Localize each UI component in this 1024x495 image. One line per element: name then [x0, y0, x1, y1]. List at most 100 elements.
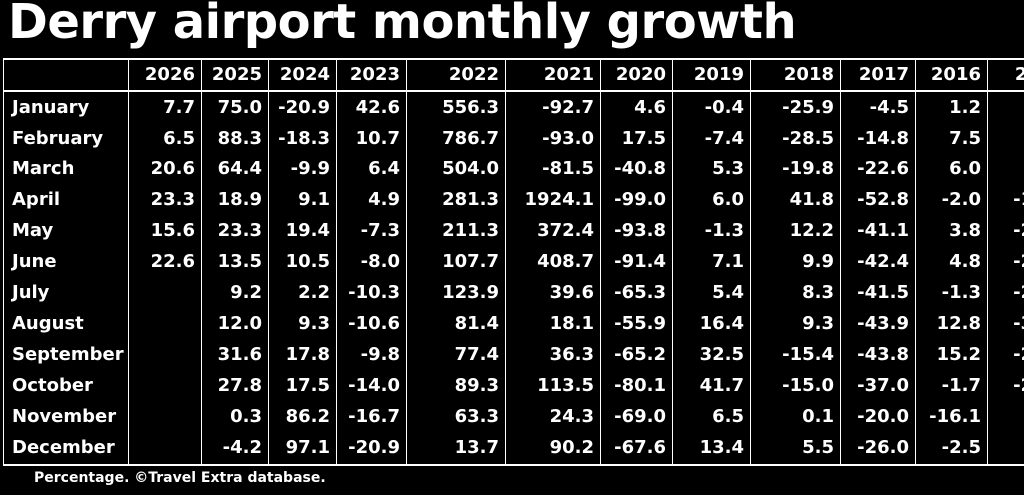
table-cell: 24.3: [505, 401, 601, 433]
table-cell: 8.3: [750, 277, 841, 309]
table-cell: 5.5: [750, 432, 841, 467]
table-row: January 7.7 75.0 -20.9 42.6 556.3 -92.7 4.6 -0.4…: [3, 91, 1024, 124]
table-cell: 9.9: [750, 246, 841, 278]
table-cell: 15.2: [915, 339, 988, 371]
table-cell: 408.7: [505, 246, 601, 278]
table-row: November 0.3 86.2 -16.7 63.3 24.3 -69.0 6.5 0.1-…: [3, 401, 1024, 433]
table-cell: 13.5: [201, 246, 269, 278]
month-label: January: [3, 91, 129, 124]
table-cell: 372.4: [505, 215, 601, 247]
table-cell: -14.0: [336, 370, 407, 402]
table-body: January 7.7 75.0 -20.9 42.6 556.3 -92.7 4.6 -0.4…: [3, 91, 1024, 467]
table-cell: 41.7: [672, 370, 751, 402]
table-cell: -25.9: [750, 91, 841, 124]
table-cell: 4.6: [600, 91, 673, 124]
table-cell: -35.1: [987, 308, 1024, 340]
table-cell: -18.3: [268, 123, 337, 154]
table-cell: 6.4: [336, 154, 407, 185]
table-cell: -37.0: [840, 370, 916, 402]
table-cell: -24.7: [987, 370, 1024, 402]
table-cell: 6.0: [672, 184, 751, 216]
table-cell: 281.3: [406, 184, 506, 216]
table-cell: -0.4: [672, 91, 751, 124]
table-cell: -80.1: [600, 370, 673, 402]
table-cell: -22.6: [840, 154, 916, 185]
table-cell: -65.3: [600, 277, 673, 309]
table-cell: [128, 339, 202, 371]
table-cell: 10.7: [336, 123, 407, 154]
table-cell: 5.4: [672, 277, 751, 309]
table-cell: -40.8: [600, 154, 673, 185]
table-cell: -55.9: [600, 308, 673, 340]
table-cell: -26.0: [840, 432, 916, 467]
month-label: August: [3, 308, 129, 340]
table-cell: 10.5: [268, 246, 337, 278]
table-cell: 22.6: [128, 246, 202, 278]
table-cell: 18.1: [505, 308, 601, 340]
table-cell: [128, 432, 202, 467]
table-row: March 20.6 64.4 -9.9 6.4 504.0 -81.5 -40.8 5.3 -1…: [3, 154, 1024, 185]
table-cell: 32.5: [672, 339, 751, 371]
table-cell: -10.3: [336, 277, 407, 309]
table-cell: 77.4: [406, 339, 506, 371]
table-cell: -9.8: [336, 339, 407, 371]
month-label: March: [3, 154, 129, 185]
table-cell: 113.5: [505, 370, 601, 402]
table-cell: 556.3: [406, 91, 506, 124]
table-cell: 19.4: [268, 215, 337, 247]
table-cell: -99.0: [600, 184, 673, 216]
table-cell: -1.3: [672, 215, 751, 247]
table-cell: -16.1: [915, 401, 988, 433]
table-cell: 86.2: [268, 401, 337, 433]
table-cell: 7.5: [915, 123, 988, 154]
table-cell: 13.7: [406, 432, 506, 467]
table-cell: -20.5: [987, 339, 1024, 371]
table-cell: 1.2: [915, 91, 988, 124]
table-cell: 9.2: [201, 277, 269, 309]
month-label: December: [3, 432, 129, 467]
table-cell: -1.3: [915, 277, 988, 309]
table-cell: -8.8: [987, 91, 1024, 124]
table-cell: -14.8: [840, 123, 916, 154]
table-cell: 23.3: [128, 184, 202, 216]
corner-cell: [3, 58, 129, 92]
table-cell: 9.1: [268, 184, 337, 216]
table-cell: 23.3: [201, 215, 269, 247]
table-cell: 12.2: [750, 215, 841, 247]
table-row: February 6.5 88.3 -18.3 10.7 786.7 -93.0 17.5 -7…: [3, 123, 1024, 154]
table-cell: -10.6: [336, 308, 407, 340]
table-cell: 81.4: [406, 308, 506, 340]
table-cell: -20.0: [840, 401, 916, 433]
table-cell: -19.3: [987, 184, 1024, 216]
table-cell: -7.4: [672, 123, 751, 154]
table-cell: -91.4: [600, 246, 673, 278]
source-footnote: Percentage. ©Travel Extra database.: [34, 470, 326, 486]
table-cell: -43.8: [840, 339, 916, 371]
month-label: February: [3, 123, 129, 154]
table-cell: -20.9: [268, 91, 337, 124]
table-cell: 17.8: [268, 339, 337, 371]
table-cell: 16.4: [672, 308, 751, 340]
table-row: April 23.3 18.9 9.1 4.9 281.3 1924.1 -99.0 6.0 41…: [3, 184, 1024, 216]
table-cell: 39.6: [505, 277, 601, 309]
table-cell: [128, 401, 202, 433]
table-cell: 504.0: [406, 154, 506, 185]
table-cell: -20.9: [336, 432, 407, 467]
table-cell: 27.8: [201, 370, 269, 402]
table-cell: -9.9: [268, 154, 337, 185]
table-cell: 6.0: [915, 154, 988, 185]
table-cell: 9.3: [750, 308, 841, 340]
table-cell: -16.7: [336, 401, 407, 433]
table-cell: 89.3: [406, 370, 506, 402]
year-header: 2024: [268, 58, 337, 92]
month-label: September: [3, 339, 129, 371]
table-cell: -5.3: [987, 154, 1024, 185]
table-cell: 1924.1: [505, 184, 601, 216]
year-header: 2020: [600, 58, 673, 92]
table-cell: 786.7: [406, 123, 506, 154]
table-cell: -69.0: [600, 401, 673, 433]
table-cell: [128, 308, 202, 340]
year-header: 2015: [987, 58, 1024, 92]
table-cell: 90.2: [505, 432, 601, 467]
table-cell: 31.6: [201, 339, 269, 371]
